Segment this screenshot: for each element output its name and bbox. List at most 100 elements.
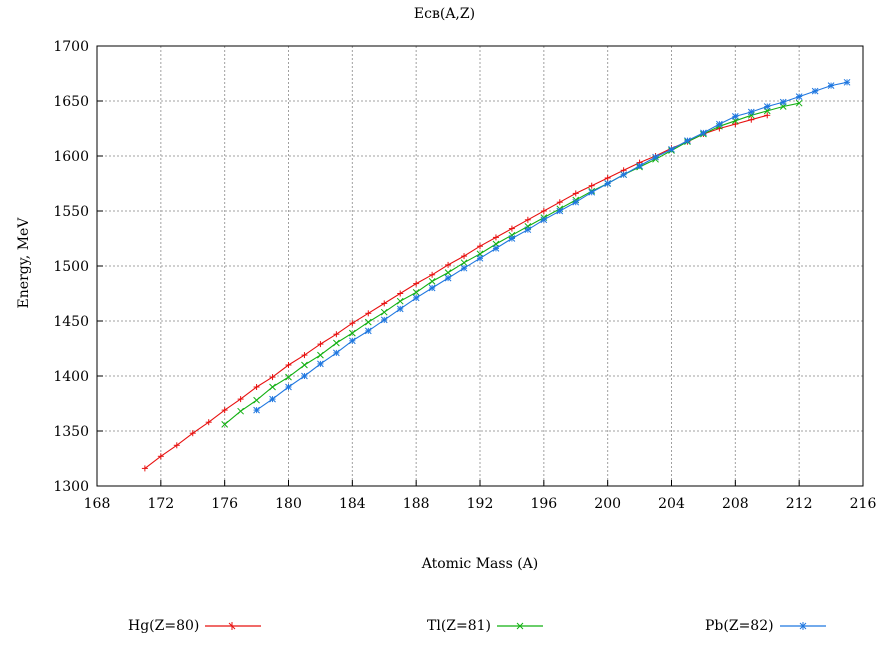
data-point [396, 297, 404, 305]
data-point [620, 171, 627, 179]
data-point [333, 339, 340, 347]
data-point [221, 421, 229, 428]
data-point [747, 108, 755, 116]
data-point [396, 305, 404, 313]
data-point [700, 129, 707, 137]
data-point [779, 98, 787, 106]
legend-label: Hg(Z=80) [128, 618, 200, 634]
data-point [827, 82, 835, 89]
data-point [604, 175, 611, 181]
data-point [269, 374, 276, 381]
x-tick-label: 188 [403, 496, 430, 512]
data-point [795, 99, 803, 107]
y-tick-label: 1450 [53, 314, 89, 330]
data-point [460, 264, 468, 272]
legend-swatch-pb [779, 622, 826, 630]
data-point [461, 253, 468, 260]
data-point [556, 199, 563, 206]
data-point [444, 274, 452, 282]
data-point [317, 351, 324, 359]
y-tick-label: 1500 [53, 259, 89, 275]
data-point [253, 396, 260, 404]
data-point [588, 188, 596, 196]
data-point [221, 407, 228, 414]
y-tick-label: 1600 [53, 149, 89, 165]
x-tick-label: 172 [147, 496, 174, 512]
data-point [477, 243, 483, 250]
data-point [524, 226, 532, 234]
data-point [508, 235, 516, 242]
data-point [508, 225, 515, 232]
data-point [364, 318, 372, 326]
x-tick-label: 200 [594, 496, 621, 512]
data-point [492, 245, 500, 252]
data-point [476, 254, 484, 262]
y-tick-label: 1300 [53, 479, 89, 495]
data-point [684, 137, 691, 144]
data-point [381, 300, 388, 307]
data-point [732, 121, 739, 128]
data-point [428, 278, 436, 285]
data-point [748, 116, 755, 123]
legend-item-pb: Pb(Z=82) [705, 618, 826, 634]
data-point [492, 234, 499, 241]
data-point [716, 120, 723, 128]
data-point [205, 419, 212, 426]
data-point [397, 290, 404, 297]
data-point [843, 78, 851, 86]
data-point [285, 362, 292, 368]
data-point [317, 341, 324, 348]
series-line-0 [144, 114, 768, 469]
plot-frame [96, 45, 864, 487]
data-point [764, 112, 771, 119]
data-point [444, 269, 452, 276]
data-point [349, 320, 356, 327]
data-point [364, 327, 372, 335]
data-point [301, 361, 308, 369]
legend-swatch-hg [205, 622, 262, 630]
data-point [763, 103, 771, 110]
data-point [237, 396, 244, 403]
data-point [285, 373, 292, 381]
data-point [348, 337, 356, 345]
x-tick-label: 180 [275, 496, 302, 512]
x-tick-label: 196 [530, 496, 557, 512]
y-tick-label: 1700 [53, 39, 89, 55]
data-point [253, 406, 260, 414]
data-point [269, 383, 276, 391]
y-axis-label: Energy, MeV [16, 217, 32, 309]
data-point [668, 146, 675, 153]
data-point [412, 289, 420, 296]
data-point [269, 395, 276, 403]
data-point [317, 360, 324, 368]
data-point [173, 442, 180, 449]
y-tick-label: 1550 [53, 204, 89, 220]
data-point [301, 372, 308, 380]
data-point [731, 113, 739, 120]
data-point [811, 87, 819, 95]
data-point [429, 271, 436, 278]
x-tick-label: 184 [339, 496, 366, 512]
data-point [253, 384, 260, 390]
data-point [428, 284, 436, 292]
x-tick-label: 204 [658, 496, 685, 512]
legend-label: Tl(Z=81) [427, 618, 492, 634]
chart-title: Eсв(A,Z) [413, 6, 476, 22]
y-tick-label: 1650 [53, 94, 89, 110]
data-point [237, 407, 244, 415]
data-point [333, 349, 340, 357]
legend-swatch-tl [497, 622, 544, 630]
data-point [460, 259, 468, 267]
data-point [333, 331, 340, 338]
data-point [412, 294, 420, 302]
data-point [365, 310, 372, 317]
x-axis-label: Atomic Mass (A) [421, 556, 539, 572]
data-point [652, 153, 659, 161]
x-tick-label: 168 [84, 496, 111, 512]
data-point [795, 93, 803, 100]
data-point [588, 182, 595, 189]
legend-item-hg: Hg(Z=80) [128, 618, 262, 634]
data-point [445, 261, 452, 268]
data-point [556, 207, 564, 215]
